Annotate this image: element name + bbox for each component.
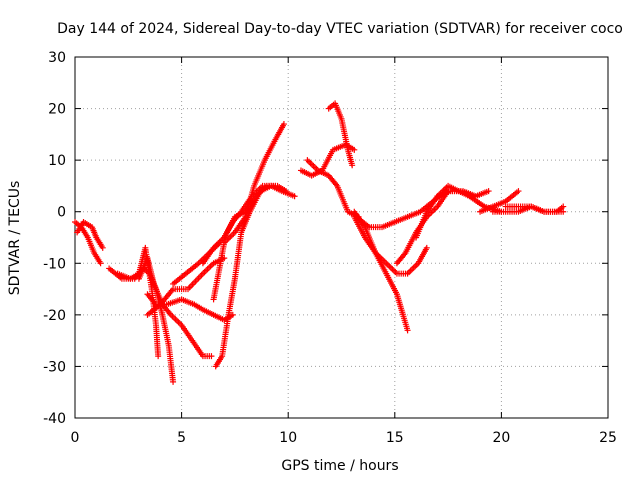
data-point (423, 244, 430, 251)
data-point (351, 146, 358, 153)
data-point (291, 193, 298, 200)
y-axis-label: SDTVAR / TECUs (7, 181, 23, 296)
x-tick-label: 15 (386, 430, 404, 446)
y-tick-label: 10 (48, 153, 66, 169)
y-tick-label: -20 (43, 308, 66, 324)
data-point (97, 260, 104, 267)
data-point (560, 203, 567, 210)
data-point (170, 378, 177, 385)
x-tick-label: 0 (71, 430, 80, 446)
y-tick-label: 30 (48, 50, 66, 66)
data-point (404, 327, 411, 334)
data-point (349, 162, 356, 169)
series-arc-1 (72, 219, 104, 267)
data-point (208, 353, 215, 360)
x-axis-label: GPS time / hours (281, 458, 398, 474)
data-point (280, 121, 287, 128)
series-arc-2 (74, 219, 106, 251)
series-arc-21 (434, 188, 492, 200)
chart-title: Day 144 of 2024, Sidereal Day-to-day VTE… (57, 21, 623, 37)
y-tick-label: 20 (48, 102, 66, 118)
plot-frame (74, 56, 609, 419)
x-tick-label: 20 (492, 430, 510, 446)
data-point (485, 188, 492, 195)
y-tick-label: 0 (57, 205, 66, 221)
x-tick-label: 10 (279, 430, 297, 446)
data-point (515, 188, 522, 195)
x-tick-label: 25 (599, 430, 617, 446)
y-tick-label: -10 (43, 256, 66, 272)
series-arc-22 (477, 188, 522, 215)
data-point (99, 244, 106, 251)
data-point (283, 188, 290, 195)
data-point (155, 353, 162, 360)
series-arc-12 (221, 182, 279, 241)
data-series (72, 100, 567, 385)
series-arc-15 (325, 100, 356, 169)
y-tick-label: -40 (43, 411, 66, 427)
data-point (560, 208, 567, 215)
x-tick-label: 5 (177, 430, 186, 446)
y-axis-ticks: 30 20 10 0 -10 -20 -30 -40 (43, 50, 608, 427)
data-point (272, 182, 279, 189)
series-arc-9 (212, 182, 298, 370)
y-tick-label: -30 (43, 359, 66, 375)
series-arc-24 (502, 203, 567, 215)
series-arc-5 (135, 255, 215, 360)
series-arc-14 (304, 157, 362, 220)
x-axis-ticks: 0 5 10 15 20 25 (71, 57, 617, 446)
